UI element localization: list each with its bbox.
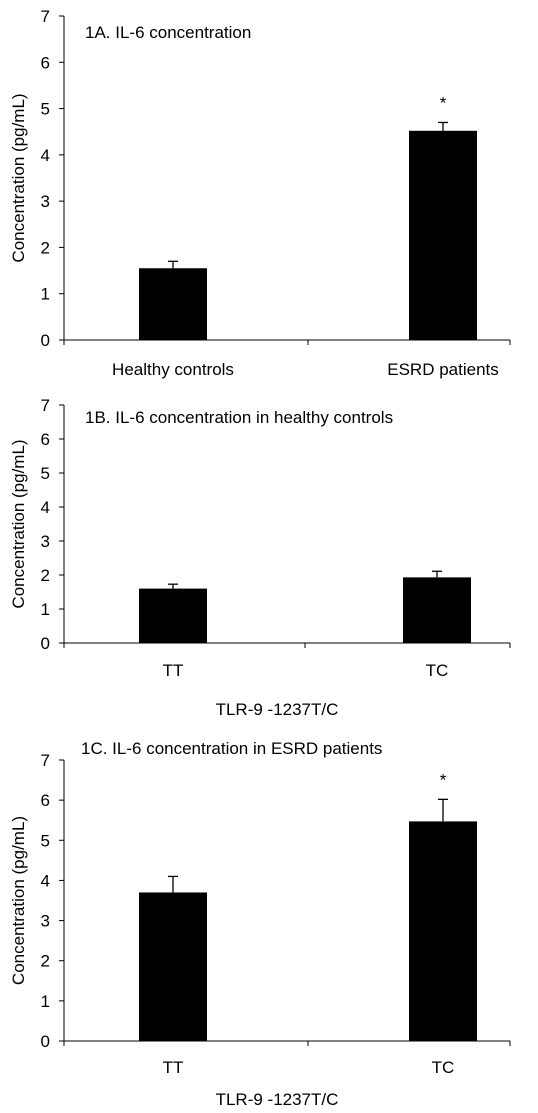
panel-1-y-tick-label: 3 xyxy=(41,192,50,211)
panel-3-category-label-1: TT xyxy=(163,1058,184,1077)
panel-1-y-tick-label: 1 xyxy=(41,285,50,304)
panel-2-y-tick-label: 2 xyxy=(41,566,50,585)
panel-3-y-tick-label: 7 xyxy=(41,751,50,770)
panel-2-y-tick-label: 6 xyxy=(41,430,50,449)
panel-2-y-tick-label: 5 xyxy=(41,464,50,483)
panel-3-y-tick-label: 2 xyxy=(41,952,50,971)
panel-3-y-tick-label: 3 xyxy=(41,912,50,931)
panel-3-bar-1 xyxy=(139,892,207,1041)
panel-3-significance-marker-2: * xyxy=(440,770,447,789)
panel-3-x-axis-label: TLR-9 -1237T/C xyxy=(216,1090,339,1109)
panel-1-y-tick-label: 4 xyxy=(41,146,50,165)
panel-1-significance-marker-2: * xyxy=(440,93,447,112)
panel-1-category-label-1: Healthy controls xyxy=(112,360,234,379)
panel-1-y-tick-label: 0 xyxy=(41,331,50,350)
panel-1-y-axis-label: Concentration (pg/mL) xyxy=(9,93,28,262)
panel-3-y-tick-label: 0 xyxy=(41,1032,50,1051)
panel-2-category-label-2: TC xyxy=(426,661,449,680)
panel-2-y-tick-label: 3 xyxy=(41,532,50,551)
panel-3-category-label-2: TC xyxy=(432,1058,455,1077)
panel-1-y-tick-label: 5 xyxy=(41,100,50,119)
panel-2-bar-1 xyxy=(139,588,207,643)
panel-2-category-label-1: TT xyxy=(163,661,184,680)
panel-2-bar-2 xyxy=(403,577,471,643)
panel-3-title: 1C. IL-6 concentration in ESRD patients xyxy=(81,739,382,758)
panel-3-bar-2 xyxy=(409,821,477,1041)
panel-2-y-axis-label: Concentration (pg/mL) xyxy=(9,439,28,608)
panel-1-title: 1A. IL-6 concentration xyxy=(85,23,251,42)
panel-2-x-axis-label: TLR-9 -1237T/C xyxy=(216,700,339,719)
panel-3-y-tick-label: 1 xyxy=(41,992,50,1011)
panel-1-y-tick-label: 6 xyxy=(41,53,50,72)
panel-1-y-tick-label: 2 xyxy=(41,238,50,257)
panel-1-bar-2 xyxy=(409,130,477,340)
panel-3-y-tick-label: 5 xyxy=(41,831,50,850)
panel-2-title: 1B. IL-6 concentration in healthy contro… xyxy=(85,408,393,427)
panel-3-y-axis-label: Concentration (pg/mL) xyxy=(9,816,28,985)
panel-1-bar-1 xyxy=(139,268,207,340)
panel-2-y-tick-label: 7 xyxy=(41,396,50,415)
panel-1-y-tick-label: 7 xyxy=(41,7,50,26)
panel-3-y-tick-label: 6 xyxy=(41,791,50,810)
panel-1-category-label-2: ESRD patients xyxy=(387,360,499,379)
panel-2-y-tick-label: 0 xyxy=(41,634,50,653)
panel-2-y-tick-label: 1 xyxy=(41,600,50,619)
panel-2-y-tick-label: 4 xyxy=(41,498,50,517)
panel-3-y-tick-label: 4 xyxy=(41,871,50,890)
